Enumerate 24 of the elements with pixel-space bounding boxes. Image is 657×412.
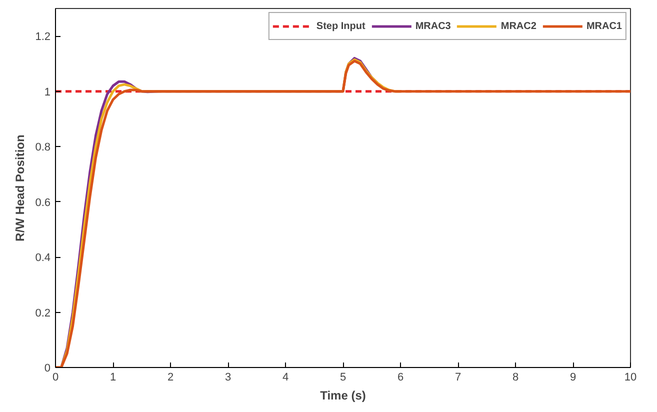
x-tick-label: 8 — [512, 372, 519, 384]
x-tick-label: 2 — [167, 372, 174, 384]
x-tick-label: 9 — [570, 372, 576, 384]
x-tick-label: 1 — [110, 372, 116, 384]
y-axis-title: R/W Head Position — [13, 134, 28, 242]
x-axis-title: Time (s) — [320, 388, 366, 402]
y-tick-label: 0.6 — [35, 196, 51, 209]
y-tick-label: 1 — [44, 86, 51, 98]
x-tick-label: 7 — [454, 372, 462, 384]
y-tick-label: 0.8 — [35, 142, 51, 154]
x-tick-label: 0 — [52, 372, 59, 384]
legend-label: MRAC3 — [415, 20, 451, 32]
legend-label: Step Input — [316, 20, 366, 32]
y-tick-label: 0.2 — [35, 307, 51, 320]
legend-label: MRAC2 — [500, 20, 536, 32]
legend-label: MRAC1 — [586, 20, 622, 32]
x-tick-label: 5 — [340, 372, 346, 384]
x-tick-label: 3 — [224, 372, 232, 384]
x-tick-label: 6 — [397, 372, 404, 384]
x-tick-label: 10 — [624, 372, 637, 384]
x-tick-label: 4 — [282, 372, 289, 384]
y-tick-label: 0.4 — [35, 252, 51, 264]
y-tick-label: 0 — [44, 362, 51, 374]
y-tick-label: 1.2 — [35, 31, 51, 44]
